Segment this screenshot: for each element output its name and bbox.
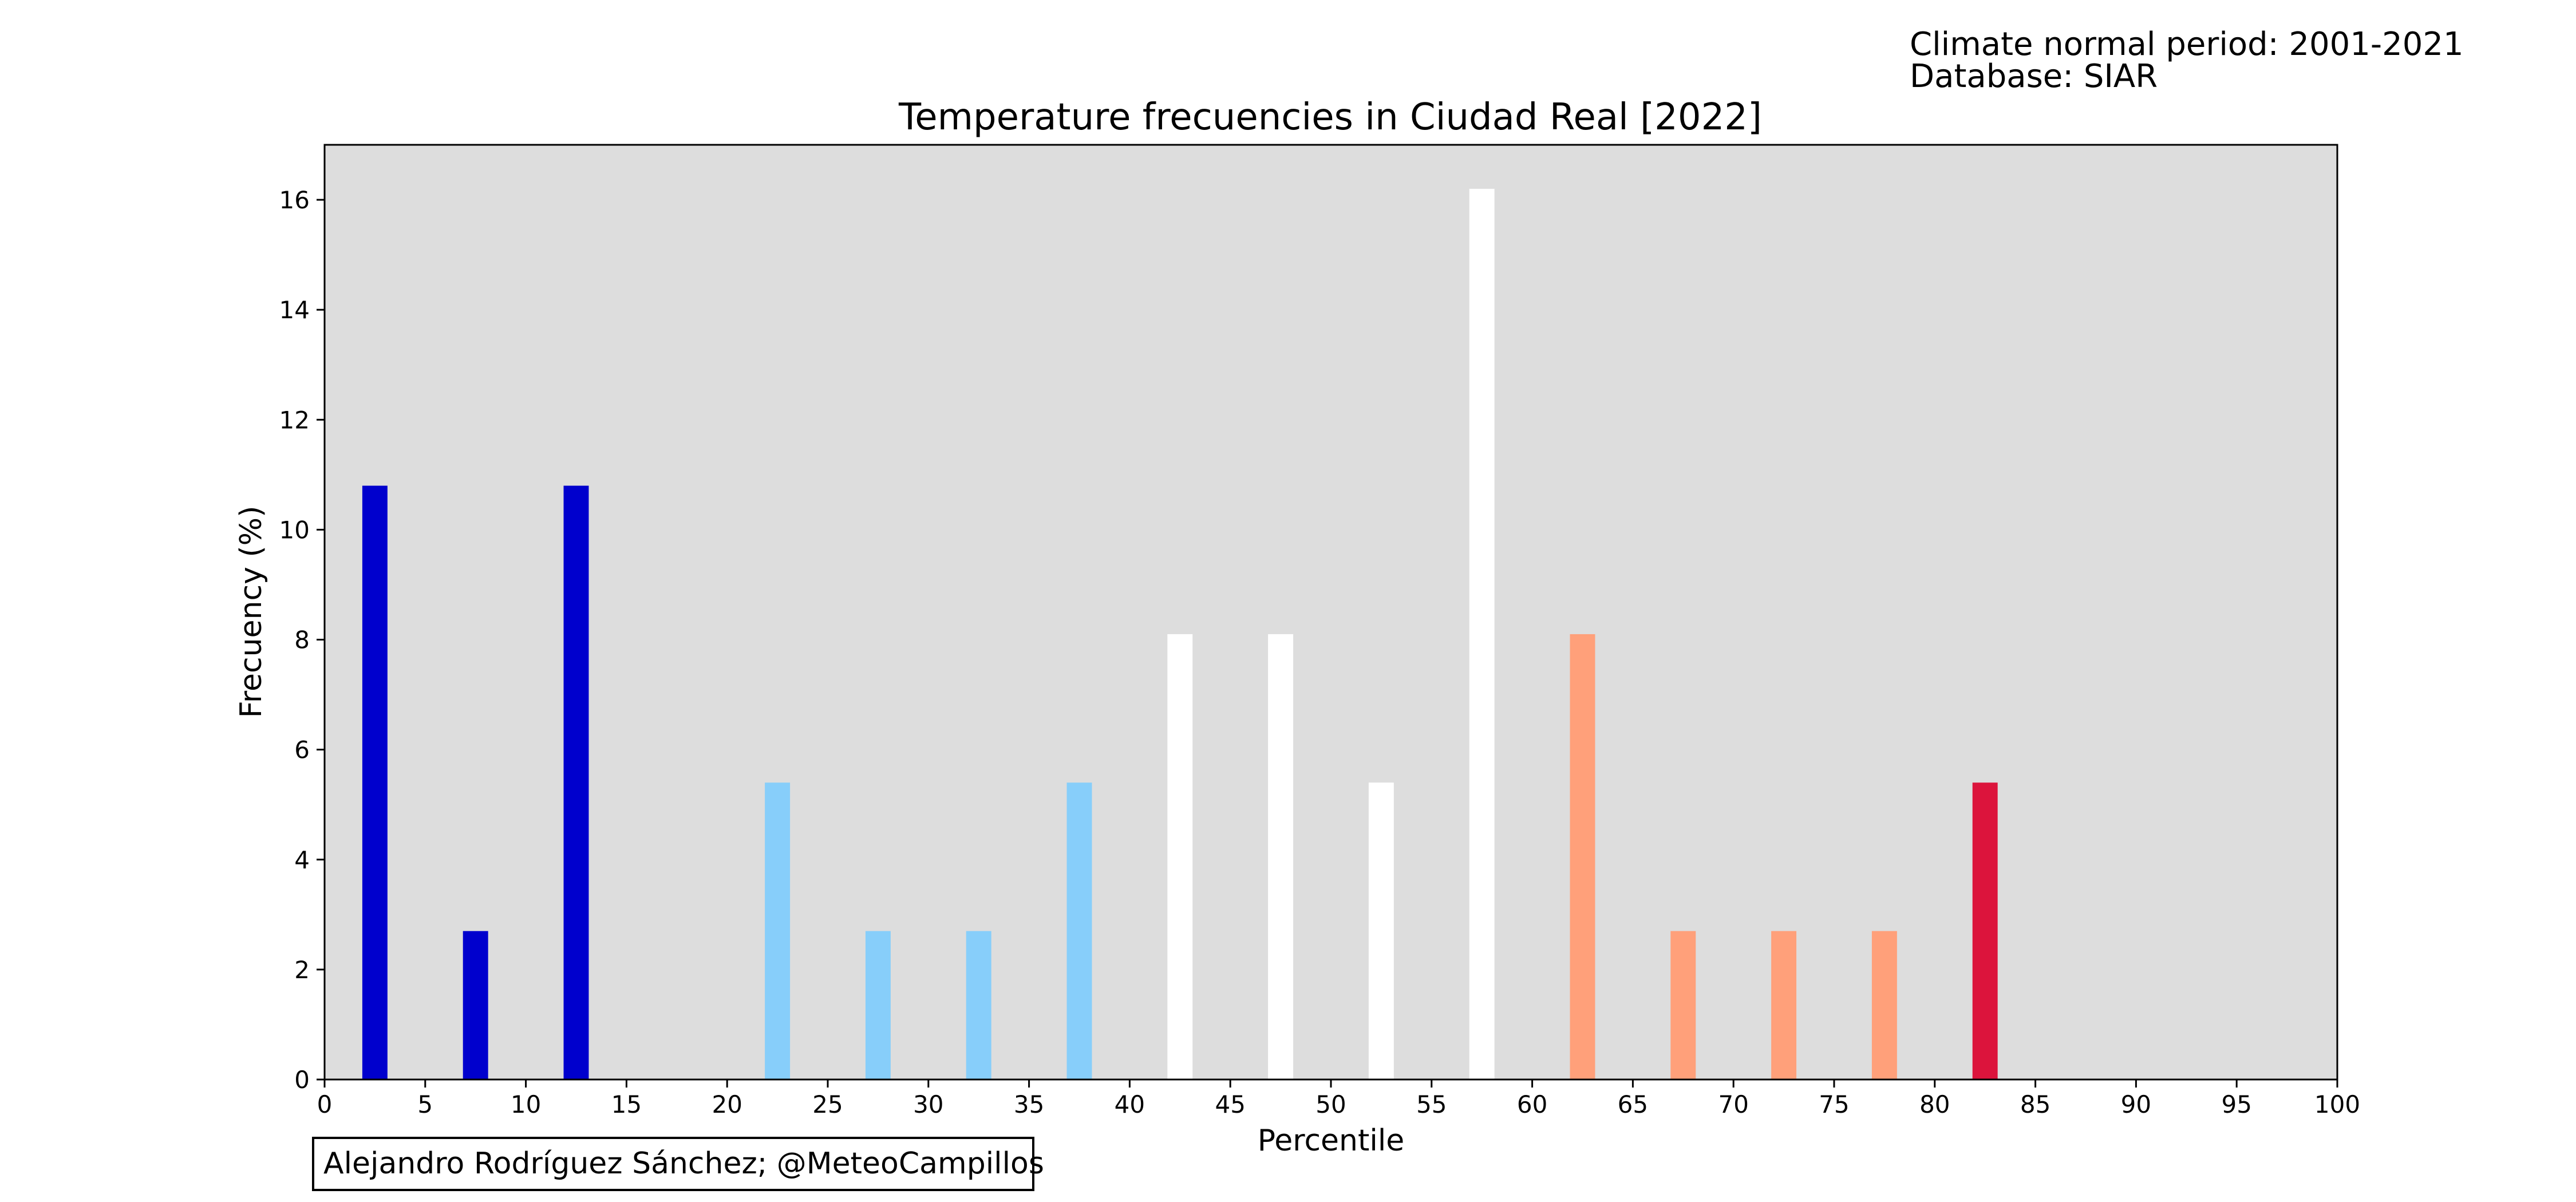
bar-82.5 xyxy=(1972,782,1998,1080)
x-tick-label: 60 xyxy=(1517,1090,1547,1118)
x-axis-label: Percentile xyxy=(1258,1124,1405,1158)
y-tick-label: 4 xyxy=(294,846,310,874)
y-tick-label: 12 xyxy=(279,406,310,434)
bar-67.5 xyxy=(1670,931,1696,1080)
bar-47.5 xyxy=(1268,634,1294,1080)
x-tick-label: 35 xyxy=(1014,1090,1044,1118)
bar-37.5 xyxy=(1066,782,1092,1080)
bar-22.5 xyxy=(765,782,791,1080)
y-tick-label: 2 xyxy=(294,956,310,984)
x-tick-label: 10 xyxy=(511,1090,541,1118)
y-tick-label: 8 xyxy=(294,626,310,654)
bar-62.5 xyxy=(1570,634,1595,1080)
bar-52.5 xyxy=(1368,782,1394,1080)
y-axis-ticks: 0 2 4 6 8 10 12 14 16 xyxy=(279,186,325,1094)
x-tick-label: 95 xyxy=(2221,1090,2251,1118)
x-tick-label: 20 xyxy=(712,1090,742,1118)
x-tick-label: 40 xyxy=(1115,1090,1145,1118)
y-tick-label: 14 xyxy=(279,296,310,324)
y-tick-label: 10 xyxy=(279,516,310,544)
y-axis-label: Frecuency (%) xyxy=(234,506,268,718)
bars-layer xyxy=(362,188,1998,1080)
plot-area xyxy=(325,145,2337,1080)
bar-72.5 xyxy=(1771,931,1797,1080)
bar-2.5 xyxy=(362,485,388,1080)
y-tick-label: 6 xyxy=(294,736,310,764)
x-tick-label: 75 xyxy=(1819,1090,1849,1118)
bar-77.5 xyxy=(1871,931,1897,1080)
bar-7.5 xyxy=(463,931,488,1080)
x-tick-label: 55 xyxy=(1416,1090,1447,1118)
x-tick-label: 15 xyxy=(611,1090,642,1118)
credit-text: Alejandro Rodríguez Sánchez; @MeteoCampi… xyxy=(323,1146,1044,1181)
bar-57.5 xyxy=(1469,188,1495,1080)
credit-box xyxy=(312,1137,1034,1191)
x-tick-label: 80 xyxy=(1919,1090,1950,1118)
bar-27.5 xyxy=(865,931,891,1080)
x-tick-label: 5 xyxy=(417,1090,433,1118)
climate-normal-period: Climate normal period: 2001-2021 xyxy=(1910,26,2464,63)
x-tick-label: 90 xyxy=(2121,1090,2151,1118)
x-axis-ticks: 0 5 10 15 20 25 30 35 40 45 50 55 60 65 70 75 80 85 90 95 10… xyxy=(317,1080,2360,1118)
x-tick-label: 85 xyxy=(2020,1090,2050,1118)
x-tick-label: 50 xyxy=(1315,1090,1346,1118)
x-tick-label: 25 xyxy=(812,1090,843,1118)
database-label: Database: SIAR xyxy=(1910,58,2158,95)
bar-32.5 xyxy=(966,931,991,1080)
bar-12.5 xyxy=(563,485,589,1080)
y-tick-label: 0 xyxy=(294,1066,310,1094)
x-tick-label: 30 xyxy=(913,1090,943,1118)
x-tick-label: 70 xyxy=(1718,1090,1748,1118)
y-tick-label: 16 xyxy=(279,186,310,214)
x-tick-label: 100 xyxy=(2314,1090,2360,1118)
chart-title: Temperature frecuencies in Ciudad Real [… xyxy=(898,96,1762,139)
x-tick-label: 45 xyxy=(1215,1090,1245,1118)
x-tick-label: 0 xyxy=(317,1090,333,1118)
x-tick-label: 65 xyxy=(1618,1090,1648,1118)
bar-42.5 xyxy=(1167,634,1193,1080)
